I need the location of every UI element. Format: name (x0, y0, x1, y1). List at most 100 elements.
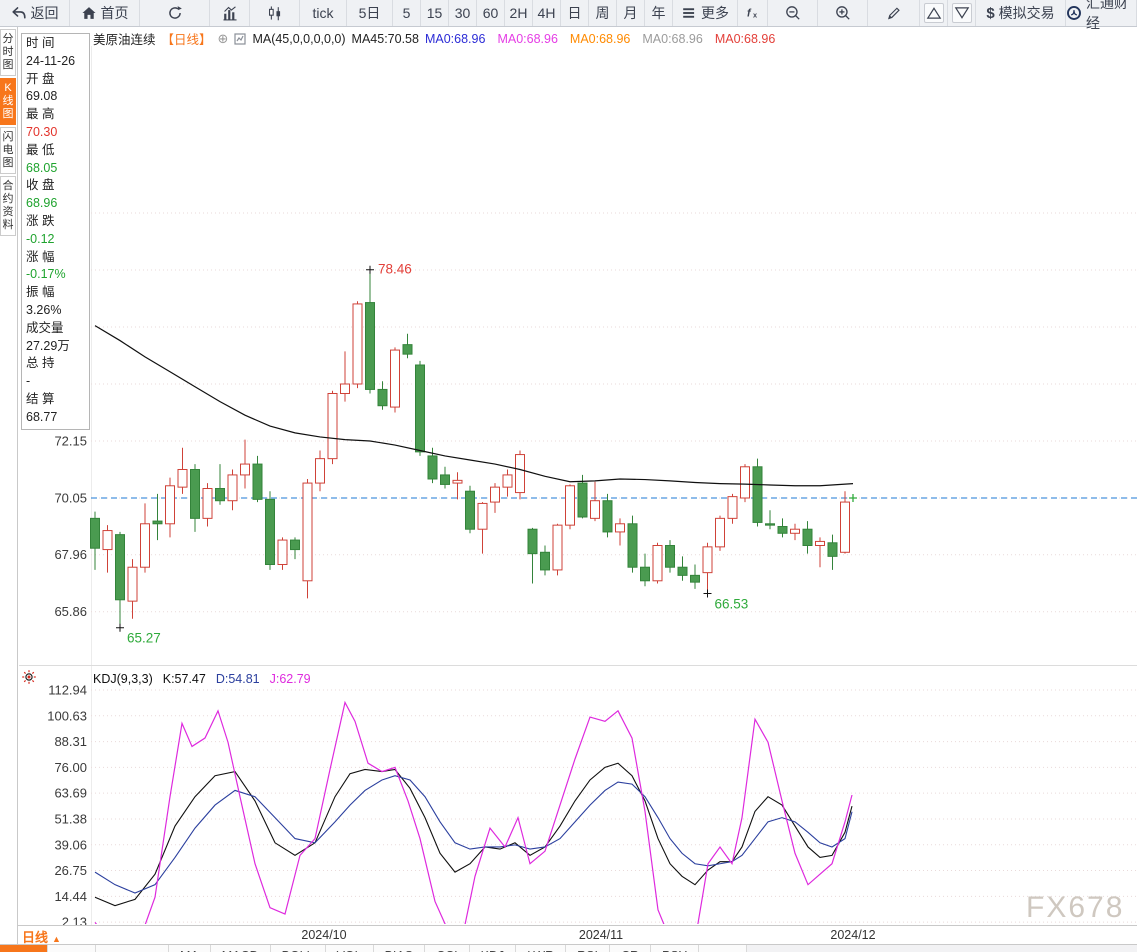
toolbar-button-label: 15 (426, 5, 443, 21)
toolbar-button-refresh[interactable] (140, 0, 210, 26)
toolbar-button-chart-type-candle[interactable] (250, 0, 300, 26)
toolbar-button-interval-15m[interactable]: 15 (421, 0, 449, 26)
quote-label: 总 持 (26, 356, 55, 371)
indicator-tab-BIAS[interactable]: BIAS (373, 945, 426, 952)
home-icon (81, 5, 97, 21)
candle-body (390, 349, 400, 408)
indicator-tab-KDJ[interactable]: KDJ (469, 945, 517, 952)
candle-body (365, 302, 375, 390)
candle-body (315, 458, 325, 484)
toolbar-button-interval-2h[interactable]: 2H (505, 0, 533, 26)
triangle-up-icon: ▲ (52, 934, 61, 944)
candle-body (152, 520, 163, 525)
toolbar-button-interval-4h[interactable]: 4H (533, 0, 561, 26)
toolbar-button-more[interactable]: 更多 (673, 0, 738, 26)
quote-value: 68.05 (26, 160, 58, 175)
last-price-marker (849, 494, 857, 502)
timeframe-indicator[interactable]: 日线 ▲ (22, 927, 61, 946)
toolbar-button-interval-60m[interactable]: 60 (477, 0, 505, 26)
toolbar-button-interval-5m[interactable]: 5 (393, 0, 421, 26)
toolbar-button-draw[interactable] (868, 0, 920, 26)
toolbar-button-fx678-brand[interactable]: 汇通财经 (1066, 0, 1137, 31)
toolbar-button-label: tick (312, 5, 334, 21)
indicator-tab-设置[interactable]: 设置 (699, 945, 748, 952)
candle-body (515, 454, 525, 494)
ma-formula: MA(45,0,0,0,0,0) (252, 31, 346, 46)
quote-label: 时 间 (26, 36, 55, 50)
quote-value: 27.29万 (26, 338, 70, 353)
toolbar-button-back[interactable]: 返回 (0, 0, 70, 26)
candle-body (702, 546, 713, 574)
indicator-tab-VOL[interactable]: VOL (325, 945, 374, 952)
candle-body (215, 488, 225, 502)
toolbar-button-sim-trading[interactable]: $ 模拟交易 (976, 0, 1066, 26)
kdj-header: KDJ(9,3,3) K:57.47 D:54.81 J:62.79 (93, 672, 311, 686)
candle-body (615, 523, 625, 533)
candle-body (102, 530, 113, 551)
sidebar-tab-闪电图[interactable]: 闪电图 (0, 127, 16, 174)
kdj-d-line (94, 775, 853, 894)
kdj-axis-label: 100.63 (47, 708, 87, 723)
candle-body (327, 392, 338, 460)
toolbar-button-label: 30 (454, 5, 471, 21)
more-icon (681, 5, 697, 21)
candle-body (352, 303, 363, 385)
sidebar-tab-分时图[interactable]: 分时图 (0, 29, 16, 76)
kdj-axis-label: 112.94 (48, 683, 87, 698)
candle-body (240, 463, 250, 476)
candle-body (377, 388, 388, 407)
candle-body (652, 545, 663, 582)
toolbar-button-interval-month[interactable]: 月 (617, 0, 645, 26)
toolbar-button-pattern-down[interactable] (948, 0, 976, 26)
kdj-j-value: J:62.79 (269, 672, 311, 686)
indicator-tab-CCI[interactable]: CCI (425, 945, 470, 952)
quote-value: - (26, 374, 31, 389)
candle-body (590, 500, 600, 519)
symbol-name: 美原油连续 (93, 33, 156, 47)
indicator-tab-LWR[interactable]: LWR (516, 945, 567, 952)
indicator-tab-BOLL[interactable]: BOLL (270, 945, 326, 952)
indicator-tab-PSY[interactable]: PSY (651, 945, 700, 952)
candle-body (627, 523, 638, 568)
pattern-up-icon (923, 3, 944, 23)
toolbar-button-chart-type-bar[interactable] (210, 0, 250, 26)
back-icon (11, 5, 27, 21)
quote-value: -0.17% (26, 267, 66, 282)
toolbar-button-label: 更多 (701, 5, 729, 21)
quote-label: 涨 幅 (26, 249, 55, 264)
x-axis-label: 2024/12 (830, 928, 876, 942)
toolbar-button-interval-week[interactable]: 周 (589, 0, 617, 26)
indicator-tab-RSI[interactable]: RSI (566, 945, 610, 952)
add-indicator-icon[interactable]: ⊕ (217, 30, 229, 46)
toolbar-button-interval-30m[interactable]: 30 (449, 0, 477, 26)
extreme-marker (116, 623, 124, 632)
toolbar-button-label: 周 (595, 5, 610, 21)
candle-body (115, 534, 125, 601)
indicator-tab-MA[interactable]: MA (169, 945, 211, 952)
pattern-down-icon (951, 3, 972, 23)
toolbar-button-zoom-in[interactable] (818, 0, 868, 26)
extreme-marker (703, 589, 712, 598)
indicator-tab-汇通指标[interactable]: 汇通指标 (96, 945, 170, 952)
indicator-tab-CR[interactable]: CR (609, 945, 652, 952)
toolbar-button-interval-day[interactable]: 日 (561, 0, 589, 26)
indicator-tab-bar: 指标模板汇通指标MAMACDBOLLVOLBIASCCIKDJLWRRSICRP… (0, 944, 1137, 952)
candle-body (190, 469, 200, 519)
toolbar-button-home[interactable]: 首页 (70, 0, 140, 26)
toolbar-button-interval-year[interactable]: 年 (645, 0, 673, 26)
indicator-tab-指标[interactable]: 指标 (0, 945, 49, 952)
toolbar-button-zoom-out[interactable] (768, 0, 818, 26)
quote-value: 68.77 (26, 409, 58, 424)
toolbar-button-label: 5日 (358, 5, 381, 21)
toolbar-button-pattern-up[interactable] (920, 0, 948, 26)
indicator-tab-MACD[interactable]: MACD (210, 945, 271, 952)
sidebar-tab-合约资料[interactable]: 合约资料 (0, 176, 16, 236)
toolbar-button-label: 月 (623, 5, 638, 21)
toolbar-button-interval-tick[interactable]: tick (300, 0, 347, 26)
indicator-settings-icon[interactable] (21, 669, 37, 685)
indicator-tab-模板[interactable]: 模板 (48, 945, 97, 952)
toolbar-button-interval-5d[interactable]: 5日 (347, 0, 393, 26)
